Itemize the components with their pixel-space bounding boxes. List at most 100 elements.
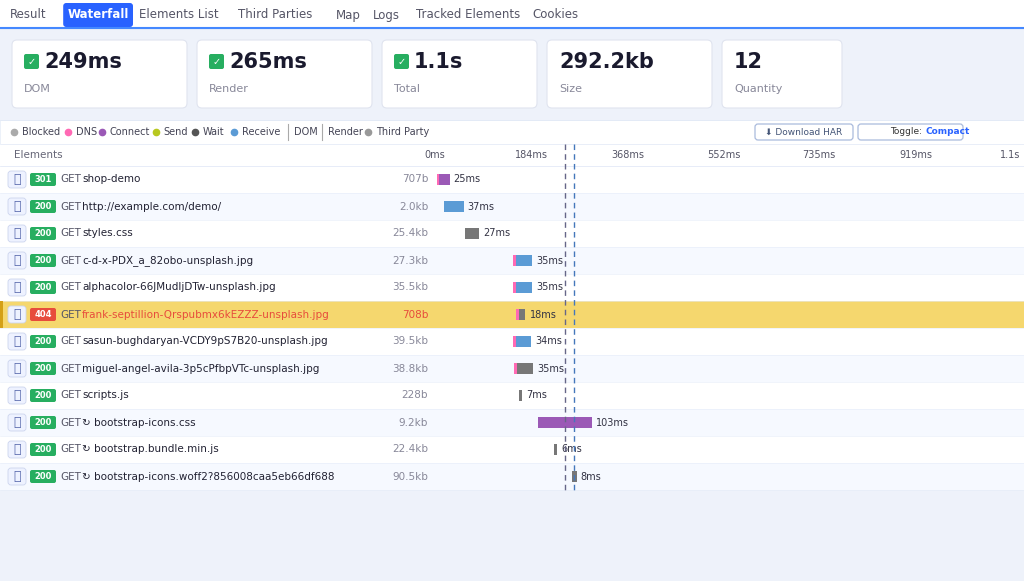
Text: GET: GET [60,364,81,374]
FancyBboxPatch shape [394,54,409,69]
FancyBboxPatch shape [30,389,56,402]
Text: 7ms: 7ms [526,390,547,400]
Text: Blocked: Blocked [22,127,60,137]
FancyBboxPatch shape [30,443,56,456]
Text: 39.5kb: 39.5kb [392,336,428,346]
Text: 25ms: 25ms [454,174,480,185]
Text: ⌕: ⌕ [13,443,20,456]
Text: 18ms: 18ms [530,310,557,320]
Bar [0,274,1024,301]
FancyBboxPatch shape [12,40,187,108]
Text: ⬇ Download HAR: ⬇ Download HAR [765,127,843,137]
Text: 2.0kb: 2.0kb [398,202,428,211]
Text: Compact: Compact [926,127,971,137]
Text: 735ms: 735ms [803,150,836,160]
Text: ✓: ✓ [212,56,220,66]
Text: 0ms: 0ms [425,150,445,160]
Text: 9.2kb: 9.2kb [398,418,428,428]
Text: Render: Render [209,84,249,94]
Text: 707b: 707b [401,174,428,185]
Bar [0,328,1024,355]
Text: Wait: Wait [203,127,224,137]
FancyBboxPatch shape [30,416,56,429]
Bar [0,382,1024,409]
Text: 552ms: 552ms [707,150,740,160]
Text: ⌕: ⌕ [13,335,20,348]
Text: 200: 200 [35,337,51,346]
Text: 35.5kb: 35.5kb [392,282,428,292]
FancyBboxPatch shape [8,171,26,188]
Text: Result: Result [10,9,47,21]
Text: 200: 200 [35,472,51,481]
Text: Map: Map [336,9,361,21]
FancyBboxPatch shape [8,279,26,296]
Text: 35ms: 35ms [537,256,563,266]
Text: Waterfall: Waterfall [68,9,129,21]
Text: 368ms: 368ms [611,150,644,160]
Text: GET: GET [60,174,81,185]
Bar [0,436,1024,463]
Text: 200: 200 [35,283,51,292]
Text: 184ms: 184ms [515,150,548,160]
Text: GET: GET [60,310,81,320]
Bar [516,309,518,320]
Text: GET: GET [60,256,81,266]
Text: ⌕: ⌕ [13,389,20,402]
FancyBboxPatch shape [30,173,56,186]
Text: ⌕: ⌕ [13,308,20,321]
FancyBboxPatch shape [30,362,56,375]
Text: 35ms: 35ms [537,282,563,292]
FancyBboxPatch shape [30,281,56,294]
Text: Third Party: Third Party [376,127,429,137]
FancyBboxPatch shape [30,254,56,267]
FancyBboxPatch shape [382,40,537,108]
Bar [465,228,479,239]
Bar [514,363,517,374]
Bar [516,255,531,266]
Bar [0,0,1024,28]
Text: Toggle:: Toggle: [890,127,925,137]
Text: ⌕: ⌕ [13,416,20,429]
Text: Third Parties: Third Parties [238,9,312,21]
FancyBboxPatch shape [30,335,56,348]
Text: 6ms: 6ms [561,444,582,454]
Text: GET: GET [60,228,81,238]
Text: Total: Total [394,84,420,94]
FancyBboxPatch shape [30,227,56,240]
Text: alphacolor-66JMudIjDTw-unsplash.jpg: alphacolor-66JMudIjDTw-unsplash.jpg [82,282,275,292]
Text: GET: GET [60,336,81,346]
Text: Cookies: Cookies [532,9,579,21]
Text: 200: 200 [35,229,51,238]
Text: 38.8kb: 38.8kb [392,364,428,374]
Bar [513,255,516,266]
Text: 708b: 708b [401,310,428,320]
Bar [516,282,531,293]
Text: 103ms: 103ms [596,418,629,428]
Bar [0,355,1024,382]
Bar [0,301,1024,328]
FancyBboxPatch shape [8,225,26,242]
Text: ↻ bootstrap-icons.woff2?856008caa5eb66df688: ↻ bootstrap-icons.woff2?856008caa5eb66df… [82,472,335,482]
Bar [0,120,1024,144]
Bar [0,166,1024,193]
Text: c-d-x-PDX_a_82obo-unsplash.jpg: c-d-x-PDX_a_82obo-unsplash.jpg [82,255,253,266]
Bar [0,463,1024,490]
Text: 228b: 228b [401,390,428,400]
FancyBboxPatch shape [8,360,26,377]
Text: Receive: Receive [242,127,281,137]
Text: 404: 404 [34,310,52,319]
Text: ↻ bootstrap-icons.css: ↻ bootstrap-icons.css [82,418,196,428]
FancyBboxPatch shape [30,200,56,213]
FancyBboxPatch shape [24,54,39,69]
FancyBboxPatch shape [858,124,963,140]
Text: 265ms: 265ms [229,52,307,71]
Text: 25.4kb: 25.4kb [392,228,428,238]
Text: GET: GET [60,472,81,482]
Bar [0,301,3,328]
Text: 200: 200 [35,256,51,265]
Text: http://example.com/demo/: http://example.com/demo/ [82,202,221,211]
Text: DNS: DNS [76,127,96,137]
FancyBboxPatch shape [197,40,372,108]
Text: 90.5kb: 90.5kb [392,472,428,482]
Text: sasun-bughdaryan-VCDY9pS7B20-unsplash.jpg: sasun-bughdaryan-VCDY9pS7B20-unsplash.jp… [82,336,328,346]
